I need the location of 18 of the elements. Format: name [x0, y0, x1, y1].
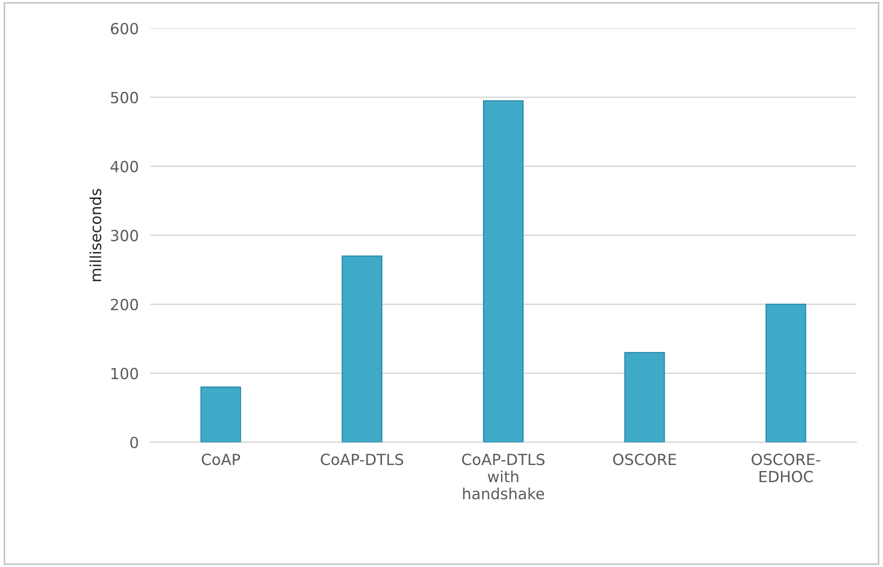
- x-tick-label: OSCORE: [613, 454, 676, 466]
- x-tick-label: OSCORE- EDHOC: [752, 454, 820, 482]
- y-tick-label: 100: [112, 368, 138, 380]
- y-tick-label: 400: [110, 160, 138, 172]
- y-tick-label: 200: [110, 298, 138, 310]
- y-tick-label: 500: [111, 92, 138, 104]
- y-tick-label: 600: [110, 22, 138, 34]
- bar: [200, 386, 242, 442]
- y-tick-label: 300: [111, 230, 138, 242]
- x-tick-label: CoAP-DTLS: [320, 454, 404, 466]
- y-axis-title: milliseconds: [89, 188, 102, 282]
- bar: [624, 352, 665, 442]
- bar: [766, 304, 806, 442]
- x-tick-label: CoAP-DTLS with handshake: [462, 454, 545, 500]
- y-tick-label: 0: [130, 436, 138, 448]
- bar: [342, 255, 382, 442]
- x-tick-label: CoAP: [202, 454, 240, 466]
- bar: [482, 100, 524, 442]
